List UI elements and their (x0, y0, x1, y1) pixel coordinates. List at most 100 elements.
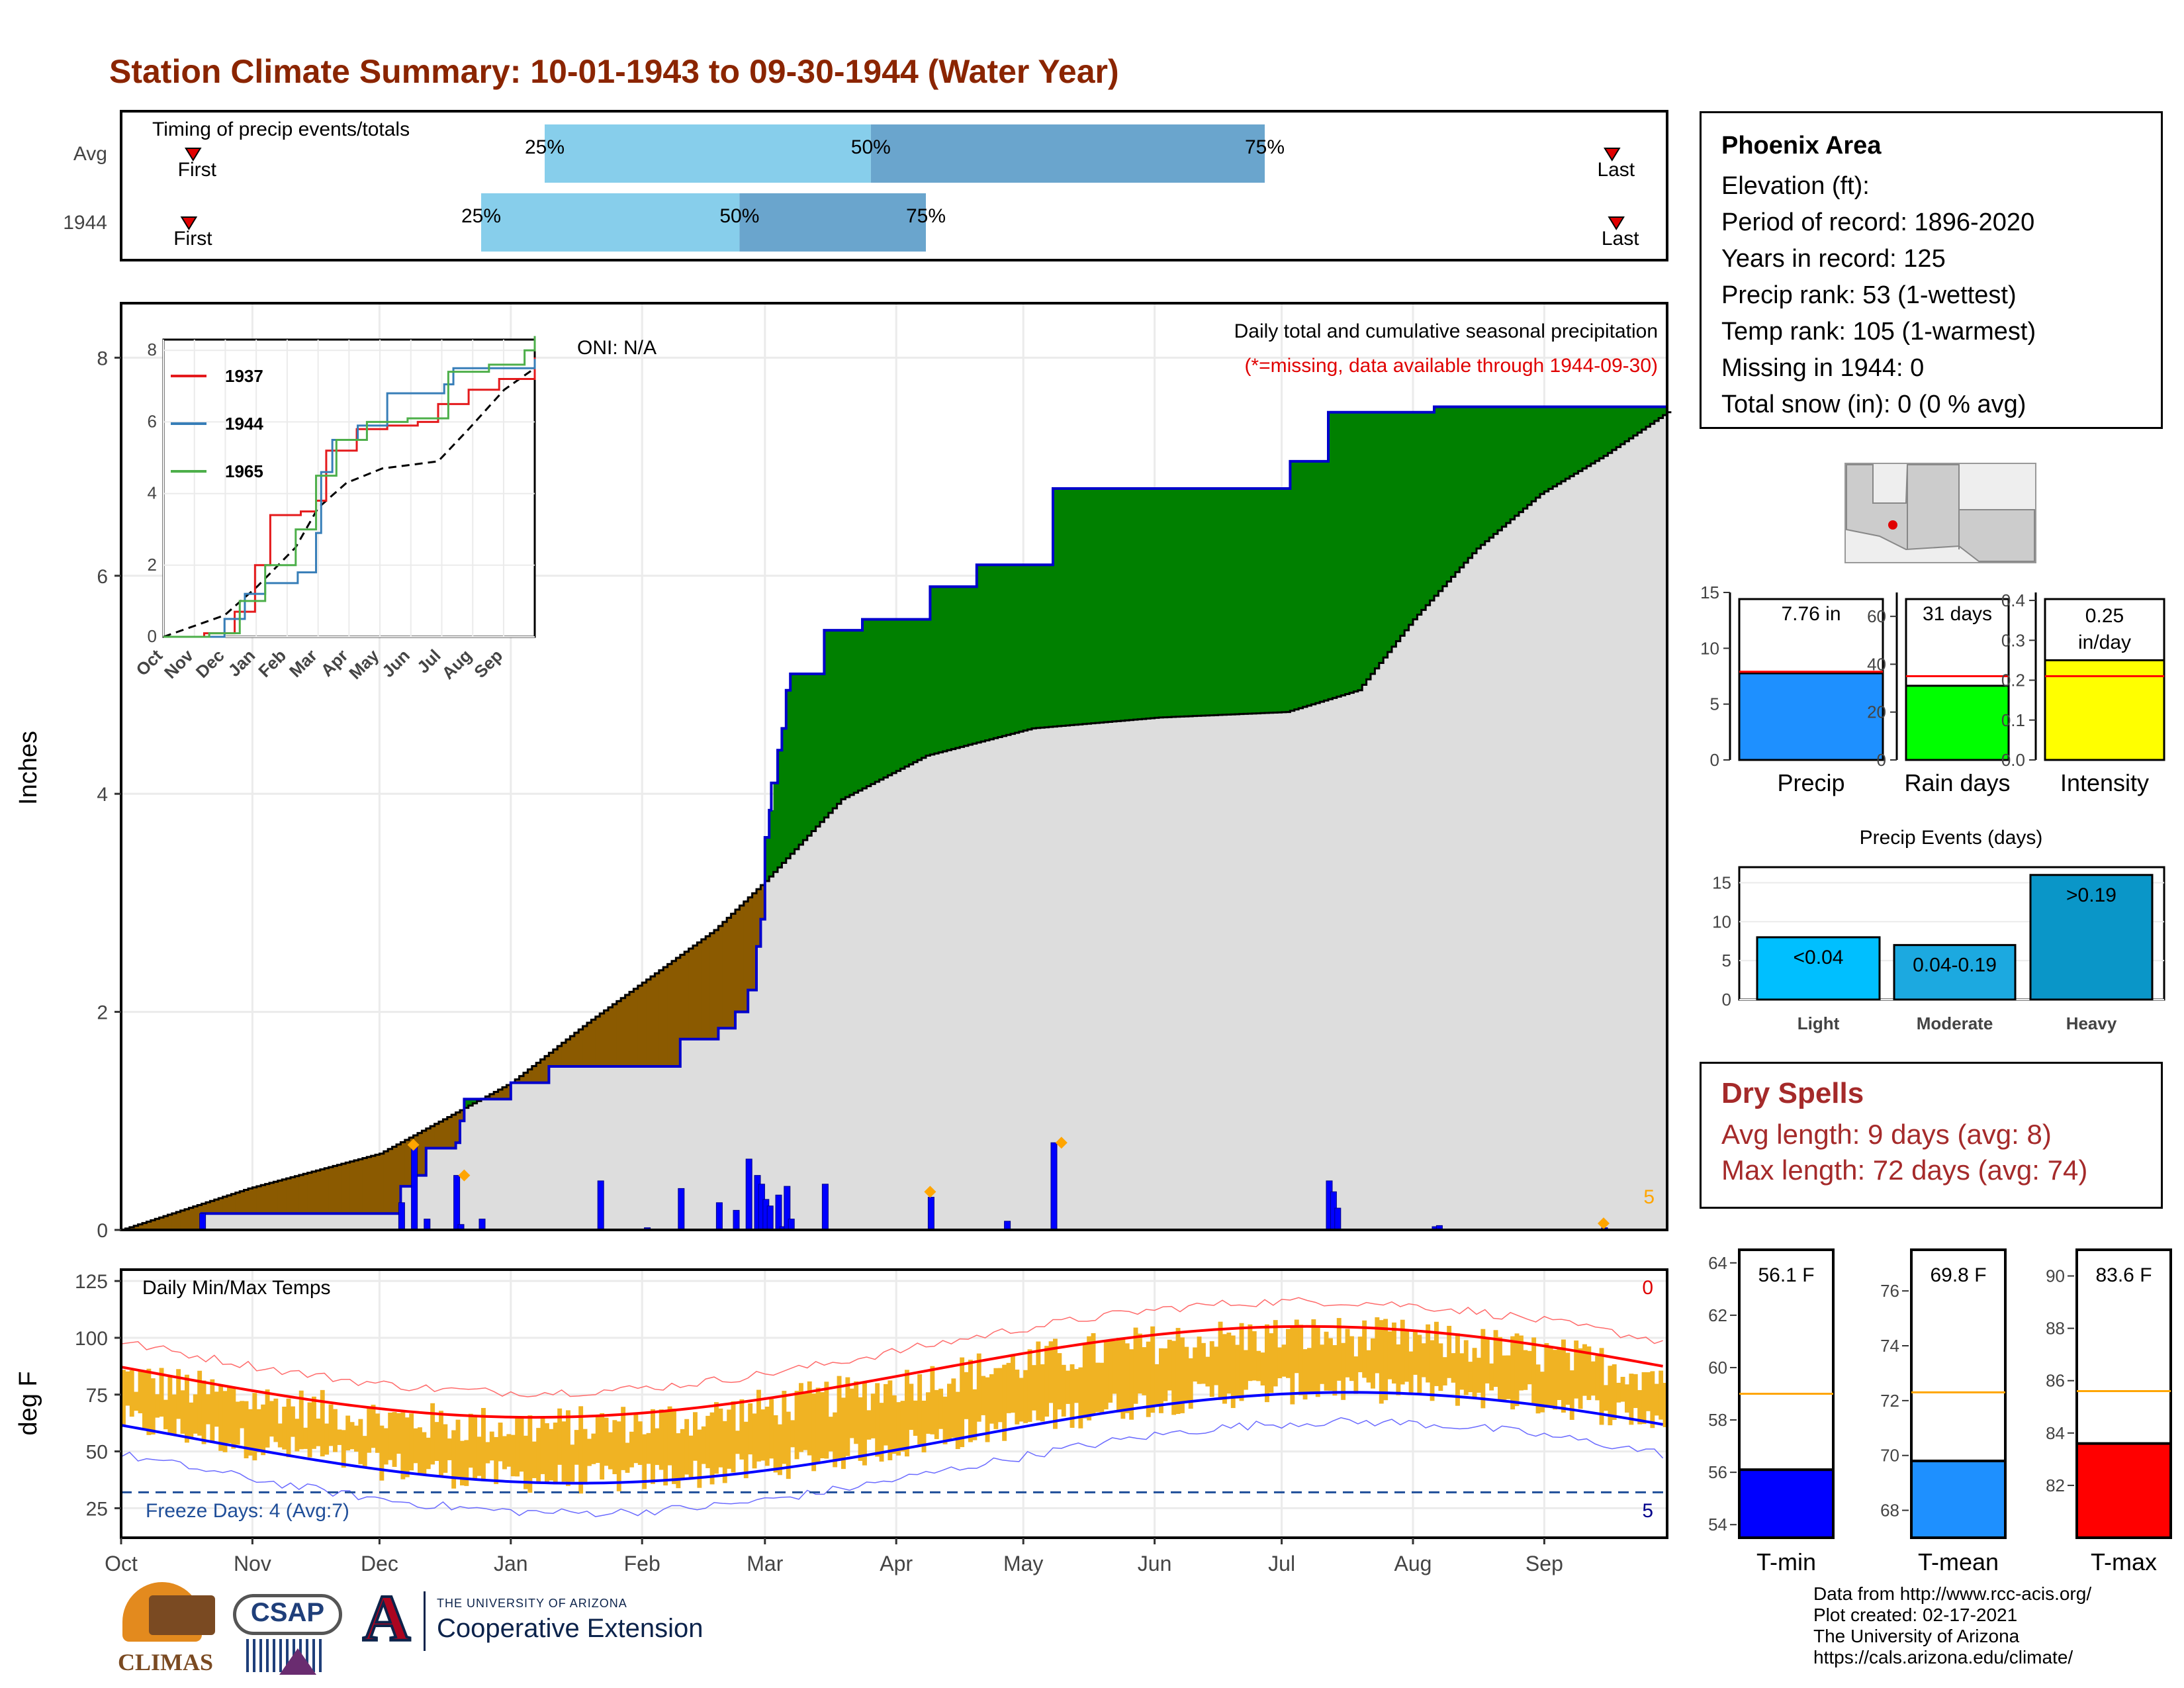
temp-y-label: deg F (15, 1371, 42, 1435)
precip-frame (120, 302, 1668, 1231)
above-avg-fill (1662, 406, 1668, 416)
daily-temp-range-bar (1375, 1317, 1380, 1374)
daily-temp-range-bar (1116, 1337, 1121, 1413)
inset-y-tick-label: 8 (148, 340, 157, 359)
daily-temp-range-bar (1616, 1382, 1621, 1403)
daily-temp-range-bar (1167, 1339, 1172, 1391)
below-avg-fill (672, 961, 676, 1066)
daily-temp-range-bar (688, 1435, 694, 1480)
temp-y-tick-label: 75 (86, 1385, 108, 1407)
daily-temp-range-bar (189, 1402, 194, 1439)
ua-cooperative-extension-logo: A THE UNIVERSITY OF ARIZONA Cooperative … (361, 1584, 740, 1662)
daily-temp-range-bar (1459, 1353, 1465, 1390)
daily-temp-range-bar (1201, 1342, 1206, 1384)
daily-temp-range-bar (1307, 1348, 1312, 1393)
above-avg-fill (1336, 412, 1342, 697)
above-avg-fill (1371, 412, 1375, 674)
daily-temp-range-bar (815, 1387, 821, 1464)
below-avg-fill (176, 1211, 181, 1230)
temp-summary-y-tick-label: 54 (1708, 1515, 1727, 1534)
temp-summary-y-tick-label: 82 (2046, 1476, 2065, 1495)
daily-temp-range-bar (884, 1383, 888, 1446)
above-avg-fill (1362, 412, 1367, 685)
daily-temp-range-bar (396, 1413, 401, 1454)
daily-temp-range-bar (663, 1412, 668, 1486)
below-avg-fill (587, 1023, 592, 1066)
precip-y-tick-label: 6 (97, 566, 108, 588)
below-avg-fill (134, 1225, 139, 1230)
above-avg-fill (1527, 406, 1532, 505)
below-avg-fill (248, 1188, 253, 1214)
daily-temp-range-bar (1015, 1370, 1020, 1425)
above-avg-fill (1328, 412, 1333, 700)
daily-temp-range-bar (248, 1409, 253, 1456)
daily-temp-range-bar (201, 1380, 206, 1444)
above-avg-fill (1625, 406, 1629, 442)
daily-temp-range-bar (523, 1435, 528, 1489)
ua-small-text: THE UNIVERSITY OF ARIZONA (437, 1597, 627, 1610)
below-avg-fill (155, 1219, 160, 1230)
above-avg-fill (985, 565, 990, 741)
temp-frame (120, 1268, 1668, 1539)
timing-last-label: Last (1597, 159, 1635, 181)
daily-temp-range-bar (955, 1391, 960, 1450)
below-avg-fill (261, 1185, 266, 1214)
daily-temp-range-bar (1578, 1348, 1583, 1409)
below-avg-fill (659, 970, 664, 1066)
above-avg-fill (862, 619, 867, 788)
daily-temp-range-bar (341, 1430, 346, 1468)
events-title: Precip Events (days) (1860, 827, 2043, 849)
timing-last-marker-icon (1604, 148, 1621, 162)
daily-temp-range-bar (354, 1425, 359, 1452)
daily-temp-range-bar (473, 1417, 478, 1479)
daily-temp-range-bar (464, 1440, 469, 1486)
above-avg-fill (790, 674, 796, 854)
daily-temp-range-bar (277, 1423, 283, 1448)
daily-temp-range-bar (1209, 1341, 1214, 1397)
daily-temp-range-bar (756, 1389, 761, 1462)
daily-temp-range-bar (1633, 1374, 1638, 1409)
missing-note: (*=missing, data available through 1944-… (1244, 355, 1658, 377)
daily-precip-bar (411, 1145, 418, 1231)
daily-precip-bar (453, 1175, 461, 1231)
above-avg-fill (1066, 489, 1071, 726)
daily-temp-range-bar (701, 1426, 706, 1464)
above-avg-fill (1565, 406, 1570, 479)
daily-temp-range-bar (468, 1413, 473, 1468)
above-avg-fill (1553, 406, 1558, 487)
station-info-box: Phoenix Area Elevation (ft): Period of r… (1700, 111, 2163, 429)
daily-temp-range-bar (1248, 1324, 1253, 1382)
daily-temp-range-bar (1349, 1336, 1354, 1382)
daily-temp-range-bar (1362, 1320, 1367, 1378)
timing-last-marker-icon (1608, 216, 1625, 230)
daily-temp-range-bar (1510, 1336, 1516, 1410)
daily-temp-range-bar (1069, 1364, 1075, 1428)
below-avg-fill (400, 1142, 406, 1187)
below-avg-fill (612, 1004, 617, 1066)
daily-temp-range-bar (1066, 1370, 1071, 1404)
above-avg-fill (1608, 406, 1613, 453)
daily-temp-range-bar (646, 1432, 651, 1464)
daily-temp-range-bar (1281, 1344, 1287, 1377)
above-avg-fill (824, 630, 829, 818)
daily-temp-range-bar (138, 1370, 143, 1414)
daily-temp-range-bar (934, 1389, 939, 1439)
daily-temp-range-bar (320, 1389, 325, 1457)
daily-temp-range-bar (1078, 1367, 1083, 1429)
daily-temp-range-bar (392, 1412, 397, 1467)
daily-temp-range-bar (379, 1425, 385, 1481)
above-avg-fill (1091, 489, 1096, 724)
below-avg-fill (443, 1119, 448, 1149)
daily-temp-range-bar (519, 1418, 524, 1472)
below-avg-fill (553, 1049, 558, 1066)
temp-summary-bar-T-max (2075, 1442, 2172, 1540)
daily-temp-range-bar (981, 1376, 986, 1415)
daily-temp-range-bar (481, 1407, 486, 1481)
below-avg-fill (557, 1046, 563, 1066)
below-avg-fill (705, 936, 711, 1039)
daily-temp-range-bar (676, 1433, 681, 1489)
daily-temp-range-bar (1324, 1331, 1329, 1391)
daily-precip-bar (1334, 1207, 1342, 1231)
below-avg-fill (731, 914, 736, 1029)
precip-subtitle: Daily total and cumulative seasonal prec… (1234, 320, 1658, 342)
